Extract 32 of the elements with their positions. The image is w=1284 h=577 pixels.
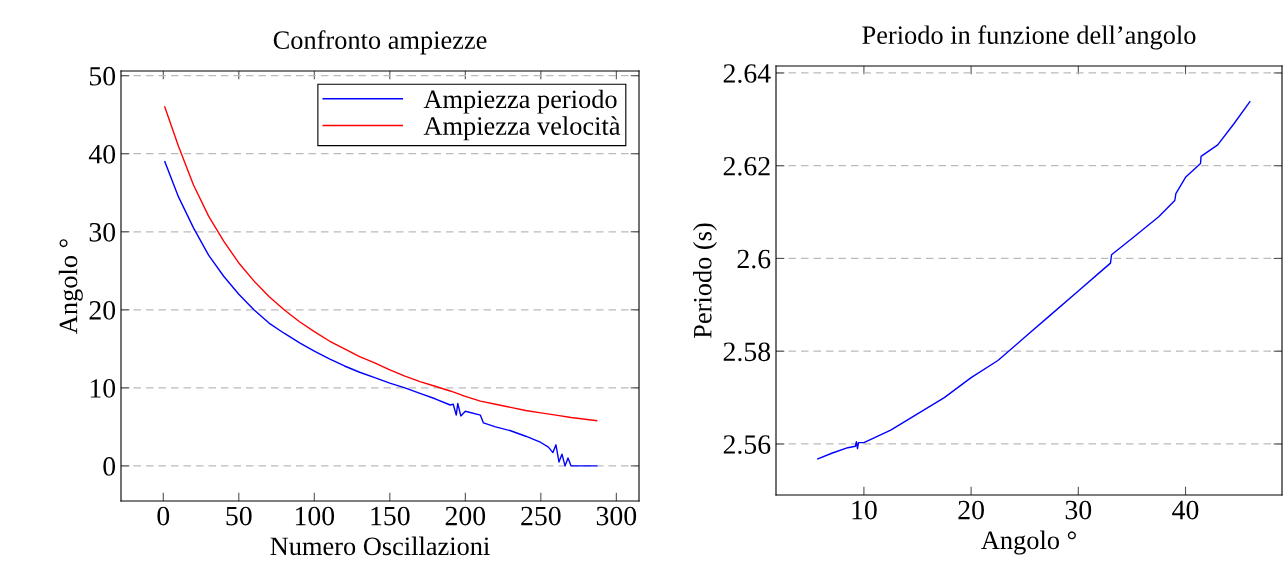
y-tick-label: 30 bbox=[89, 222, 116, 242]
x-axis-title: Numero Oscillazioni bbox=[270, 536, 490, 556]
y-tick-label: 2.6 bbox=[737, 249, 771, 269]
x-tick-label: 150 bbox=[371, 506, 410, 526]
y-tick-label: 20 bbox=[89, 300, 116, 320]
y-axis-title: Periodo (s) bbox=[693, 223, 717, 339]
legend-label: Ampiezza periodo bbox=[423, 89, 617, 114]
line-series bbox=[817, 101, 1251, 460]
y-tick-label: 2.58 bbox=[723, 342, 771, 362]
x-tick-label: 200 bbox=[445, 506, 486, 526]
x-tick-label: 250 bbox=[521, 506, 561, 526]
x-tick-label: 100 bbox=[295, 506, 335, 526]
y-tick-label: 0 bbox=[103, 457, 116, 476]
x-tick-label: 300 bbox=[596, 506, 637, 526]
x-tick-label: 20 bbox=[958, 500, 984, 520]
y-axis-title: Angolo ° bbox=[58, 239, 83, 334]
x-tick-label: 10 bbox=[852, 500, 877, 520]
y-tick-label: 2.64 bbox=[723, 64, 771, 83]
x-tick-label: 50 bbox=[226, 506, 252, 526]
y-tick-label: 50 bbox=[89, 66, 116, 86]
y-tick-label: 10 bbox=[90, 379, 116, 398]
y-tick-label: 2.62 bbox=[723, 156, 770, 176]
chart-title: Periodo in funzione dell’angolo bbox=[862, 25, 1196, 50]
x-tick-label: 30 bbox=[1065, 500, 1092, 520]
y-tick-label: 2.56 bbox=[723, 435, 771, 455]
x-axis-title: Angolo ° bbox=[981, 530, 1076, 555]
line-series bbox=[164, 160, 598, 467]
x-tick-label: 40 bbox=[1172, 500, 1199, 520]
y-tick-label: 40 bbox=[88, 144, 116, 164]
x-tick-label: 0 bbox=[157, 506, 170, 526]
chart-title: Confronto ampiezze bbox=[273, 30, 487, 55]
legend-label: Ampiezza velocità bbox=[423, 116, 621, 141]
